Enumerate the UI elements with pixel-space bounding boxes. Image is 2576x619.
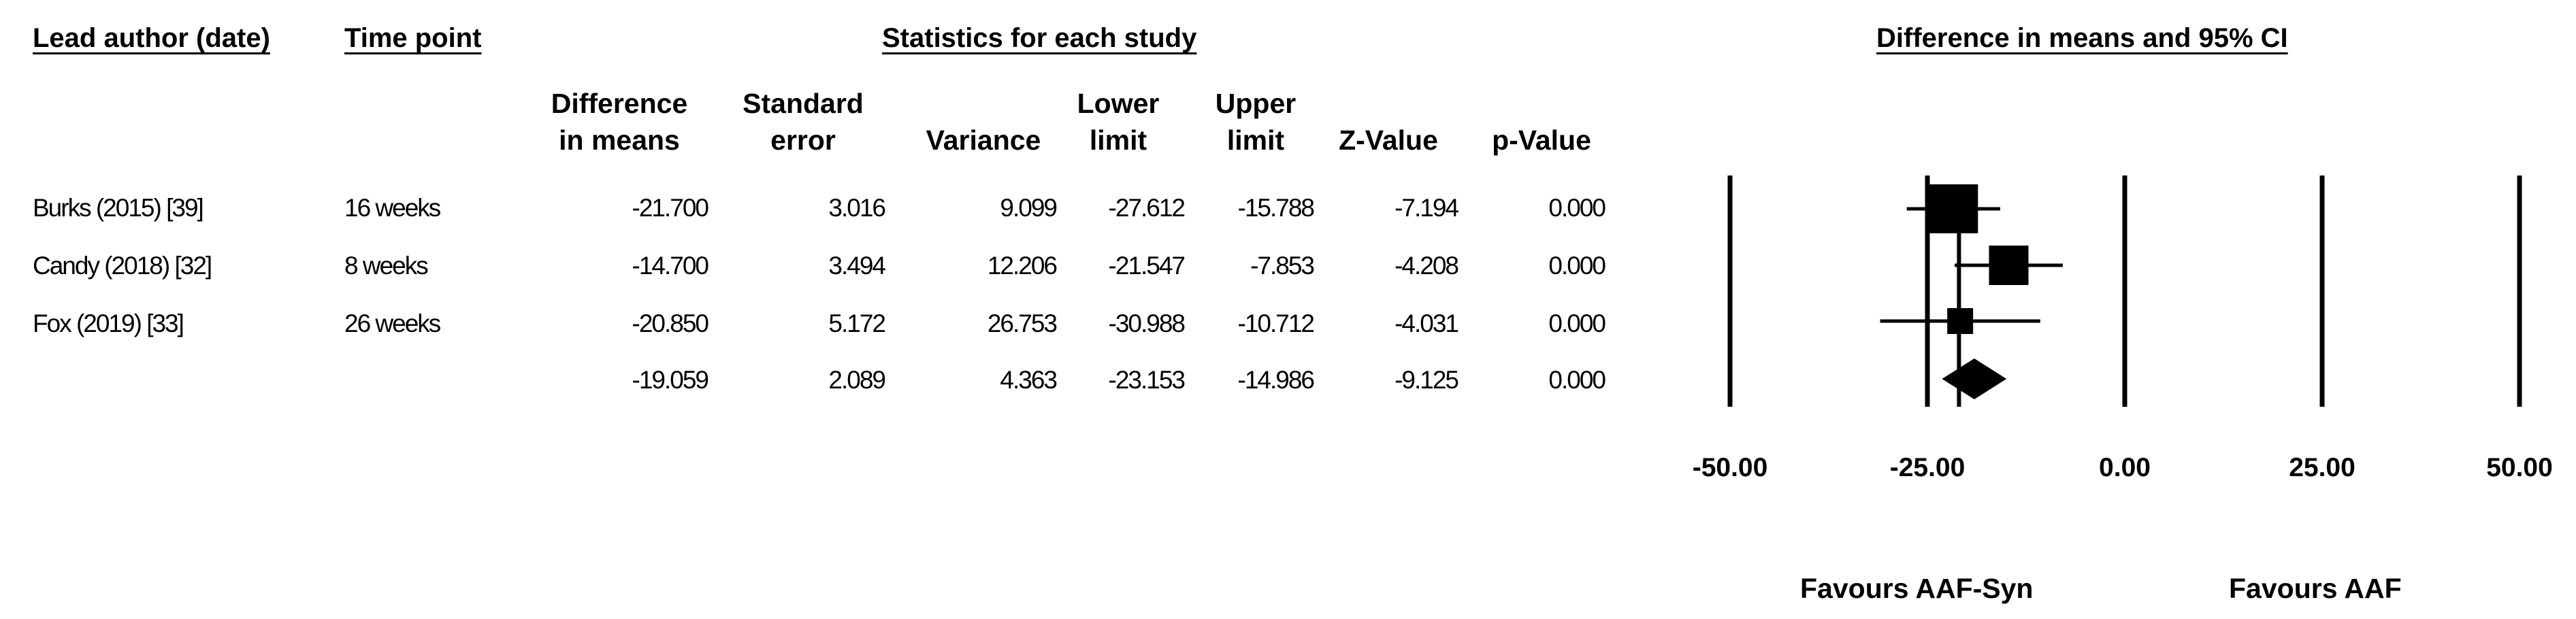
cell-lower: -23.153 (1108, 366, 1186, 394)
cell-author: Burks (2015) [39] (33, 194, 204, 222)
cell-lower: -21.547 (1108, 252, 1186, 280)
x-tick-label: 0.00 (2099, 453, 2151, 482)
header-statistics: Statistics for each study (882, 23, 1197, 53)
cell-time-point: 26 weeks (344, 310, 441, 337)
cell-var: 12.206 (987, 252, 1058, 280)
column-header-line: Standard (743, 88, 864, 119)
favours-left-label: Favours AAF-Syn (1800, 573, 2034, 604)
cell-diff: -14.700 (632, 252, 710, 280)
column-header-line: Variance (926, 124, 1041, 156)
cell-z: -9.125 (1395, 366, 1459, 394)
study-marker (1929, 184, 1978, 233)
cell-se: 2.089 (828, 366, 886, 394)
x-tick-label: -25.00 (1890, 453, 1966, 482)
cell-se: 3.494 (828, 252, 886, 280)
column-header-z: Z-Value (1286, 85, 1490, 158)
column-header-var: Variance (881, 85, 1086, 158)
cell-diff: -20.850 (632, 310, 710, 337)
column-header-line: error (770, 124, 836, 156)
cell-lower: -27.612 (1108, 194, 1186, 222)
x-tick-label: -50.00 (1693, 453, 1768, 482)
cell-z: -4.208 (1395, 252, 1459, 280)
cell-se: 3.016 (828, 194, 886, 222)
cell-z: -7.194 (1395, 194, 1459, 222)
x-tick-label: 25.00 (2289, 453, 2355, 482)
cell-var: 4.363 (1000, 366, 1058, 394)
cell-p: 0.000 (1548, 252, 1606, 280)
cell-var: 9.099 (1000, 194, 1058, 222)
study-marker (1989, 246, 2029, 285)
cell-diff: -19.059 (632, 366, 710, 394)
cell-var: 26.753 (987, 310, 1058, 337)
column-header-line: in means (559, 124, 680, 156)
column-header-diff: Difference in means (517, 85, 721, 158)
cell-upper: -14.986 (1237, 366, 1316, 394)
column-header-line: Lower (1077, 88, 1160, 119)
column-header-p: p-Value (1439, 85, 1644, 158)
column-header-line: Upper (1215, 88, 1297, 119)
cell-diff: -21.700 (632, 194, 710, 222)
header-plot: Difference in means and 95% CI (1876, 23, 2288, 53)
column-header-se: Standard error (701, 85, 905, 158)
column-header-lower: Lower limit (1016, 85, 1220, 158)
column-header-upper: Upper limit (1154, 85, 1358, 158)
favours-right-label: Favours AAF (2229, 573, 2402, 604)
column-header-line: Difference (551, 88, 688, 119)
cell-p: 0.000 (1548, 194, 1606, 222)
cell-upper: -10.712 (1237, 310, 1316, 337)
cell-z: -4.031 (1395, 310, 1459, 337)
cell-p: 0.000 (1548, 366, 1606, 394)
cell-upper: -7.853 (1250, 252, 1315, 280)
header-lead-author: Lead author (date) (33, 23, 270, 53)
cell-upper: -15.788 (1237, 194, 1316, 222)
cell-p: 0.000 (1548, 310, 1606, 337)
column-header-line: limit (1226, 124, 1285, 156)
summary-diamond (1942, 358, 2007, 399)
cell-author: Fox (2019) [33] (33, 310, 184, 337)
column-header-line: Z-Value (1339, 124, 1438, 156)
cell-se: 5.172 (828, 310, 886, 337)
header-time-point: Time point (344, 23, 482, 53)
x-tick-label: 50.00 (2486, 453, 2553, 482)
cell-time-point: 8 weeks (344, 252, 429, 280)
column-header-line: limit (1089, 124, 1147, 156)
study-marker (1947, 308, 1974, 334)
cell-lower: -30.988 (1108, 310, 1186, 337)
column-header-line: p-Value (1492, 124, 1591, 156)
cell-author: Candy (2018) [32] (33, 252, 212, 280)
cell-time-point: 16 weeks (344, 194, 441, 222)
